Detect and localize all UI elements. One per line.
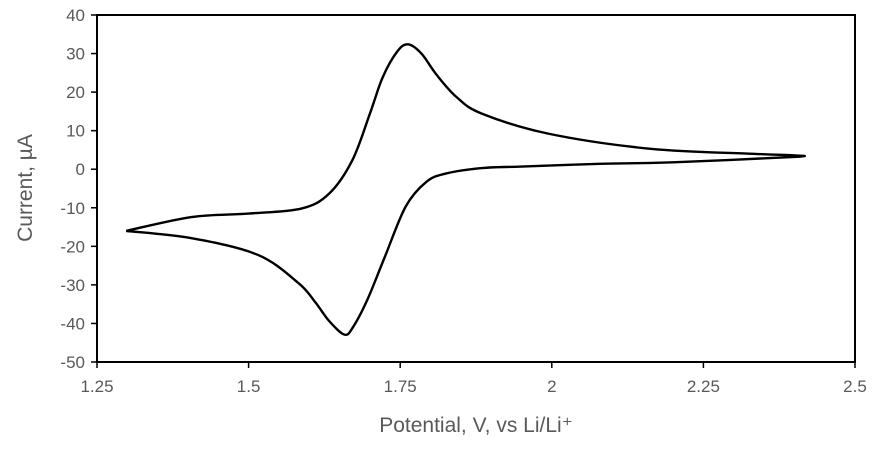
y-tick-label: 20 <box>66 83 85 102</box>
y-tick-label: -50 <box>60 353 85 372</box>
y-tick-label: 40 <box>66 6 85 25</box>
y-tick-label: -20 <box>60 237 85 256</box>
y-tick-label: -30 <box>60 276 85 295</box>
y-tick-label: 0 <box>76 160 85 179</box>
x-tick-label: 1.5 <box>237 377 261 396</box>
x-axis-label: Potential, V, vs Li/Li⁺ <box>379 414 573 437</box>
y-axis-label: Current, µA <box>14 134 37 242</box>
x-tick-label: 1.25 <box>80 377 113 396</box>
y-tick-label: 30 <box>66 45 85 64</box>
y-tick-label: -10 <box>60 199 85 218</box>
y-tick-label: -40 <box>60 314 85 333</box>
y-tick-label: 10 <box>66 122 85 141</box>
x-tick-label: 2.5 <box>843 377 867 396</box>
x-tick-label: 2.25 <box>687 377 720 396</box>
cv-curve <box>125 43 807 337</box>
x-tick-label: 1.75 <box>384 377 417 396</box>
x-tick-label: 2 <box>547 377 556 396</box>
plot-frame <box>96 14 856 363</box>
